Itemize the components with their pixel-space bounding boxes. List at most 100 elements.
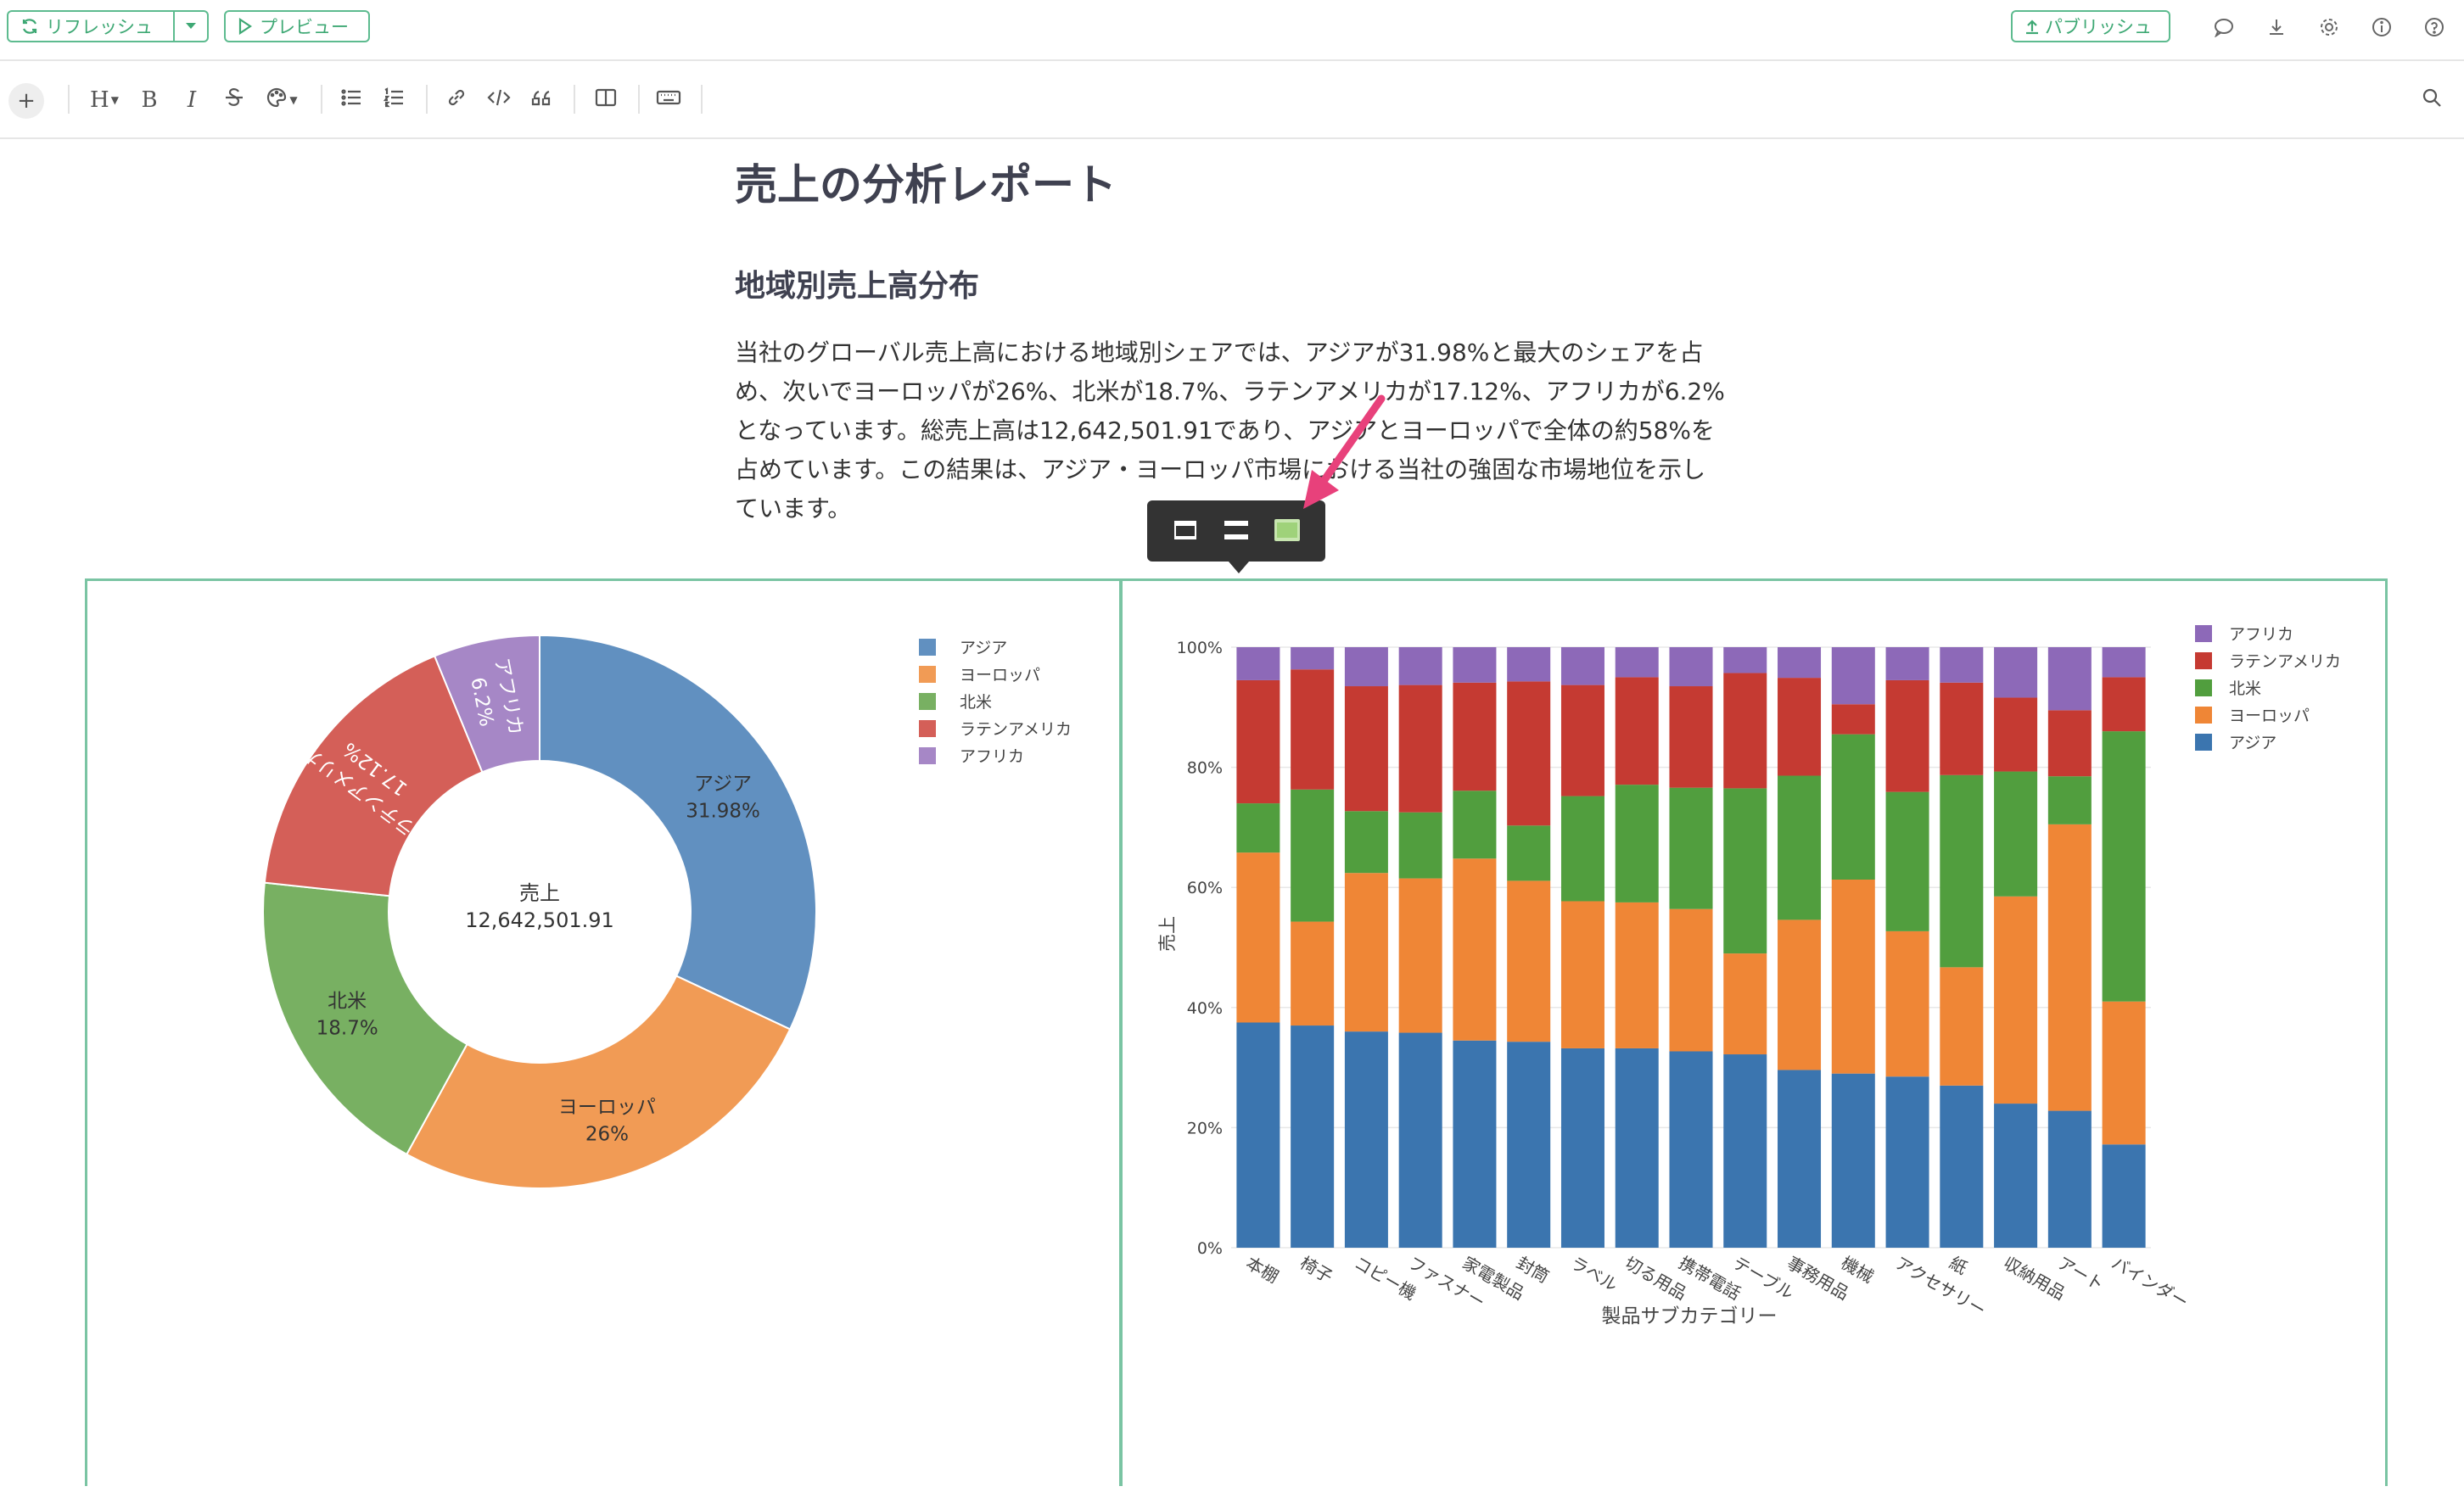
bold-button[interactable]: B — [136, 83, 163, 117]
bar-segment[interactable] — [1778, 647, 1822, 679]
download-icon[interactable] — [2262, 13, 2291, 42]
bar-segment[interactable] — [1453, 858, 1497, 1041]
bar-segment[interactable] — [1994, 771, 2038, 897]
bar-segment[interactable] — [1723, 647, 1767, 673]
bar-segment[interactable] — [1669, 1051, 1713, 1248]
bar-segment[interactable] — [1723, 788, 1767, 954]
bullet-list-button[interactable] — [336, 83, 367, 117]
bar-segment[interactable] — [1994, 896, 2038, 1104]
bar-segment[interactable] — [1940, 967, 1984, 1086]
bar-segment[interactable] — [1831, 1073, 1875, 1248]
pie-slice[interactable] — [263, 655, 484, 897]
bar-segment[interactable] — [1291, 921, 1335, 1026]
bar-segment[interactable] — [1615, 902, 1659, 1048]
bar-segment[interactable] — [1236, 679, 1280, 804]
bar-segment[interactable] — [1723, 673, 1767, 789]
bar-segment[interactable] — [2102, 1001, 2146, 1145]
bar-segment[interactable] — [1507, 681, 1551, 826]
table-button[interactable] — [589, 83, 623, 117]
refresh-dropdown-button[interactable] — [173, 10, 209, 42]
code-button[interactable] — [484, 83, 514, 117]
bar-segment[interactable] — [1831, 879, 1875, 1074]
bar-segment[interactable] — [1885, 791, 1929, 931]
bar-segment[interactable] — [1669, 787, 1713, 909]
info-icon[interactable] — [2367, 13, 2396, 42]
bar-segment[interactable] — [1560, 1048, 1604, 1248]
bar-segment[interactable] — [1560, 796, 1604, 902]
insert-block-button[interactable]: + — [8, 83, 44, 119]
bar-segment[interactable] — [1236, 1022, 1280, 1249]
bar-segment[interactable] — [2102, 1144, 2146, 1248]
bar-segment[interactable] — [1453, 647, 1497, 683]
bar-segment[interactable] — [1778, 1070, 1822, 1248]
bar-segment[interactable] — [2102, 677, 2146, 732]
bar-segment[interactable] — [1507, 647, 1551, 682]
bar-segment[interactable] — [1453, 1040, 1497, 1248]
bar-segment[interactable] — [1236, 852, 1280, 1023]
bar-segment[interactable] — [1615, 677, 1659, 785]
heading-button[interactable]: H ▼ — [85, 83, 124, 117]
bar-segment[interactable] — [1344, 1031, 1388, 1248]
bar-segment[interactable] — [1398, 812, 1442, 879]
bar-segment[interactable] — [1885, 930, 1929, 1077]
bar-segment[interactable] — [1940, 647, 1984, 683]
publish-button[interactable]: パブリッシュ — [2011, 10, 2170, 42]
bar-segment[interactable] — [1291, 669, 1335, 790]
strikethrough-button[interactable] — [219, 83, 249, 117]
search-button[interactable] — [2416, 83, 2447, 117]
gear-icon[interactable] — [2315, 13, 2344, 42]
bar-segment[interactable] — [1778, 678, 1822, 776]
bar-segment[interactable] — [1940, 774, 1984, 968]
preview-button[interactable]: プレビュー — [224, 10, 370, 42]
bar-segment[interactable] — [1560, 901, 1604, 1048]
bar-segment[interactable] — [1236, 647, 1280, 680]
bar-segment[interactable] — [2047, 1110, 2092, 1248]
bar-segment[interactable] — [1236, 803, 1280, 853]
bar-segment[interactable] — [1291, 1025, 1335, 1248]
bar-segment[interactable] — [1453, 682, 1497, 791]
italic-button[interactable]: I — [178, 83, 205, 117]
bar-segment[interactable] — [1398, 685, 1442, 813]
bar-segment[interactable] — [1885, 1076, 1929, 1248]
bar-segment[interactable] — [1994, 1104, 2038, 1248]
bar-segment[interactable] — [1398, 647, 1442, 685]
bar-segment[interactable] — [1615, 647, 1659, 678]
comment-icon[interactable] — [2209, 13, 2238, 42]
bar-segment[interactable] — [1940, 1085, 1984, 1248]
bar-segment[interactable] — [1344, 873, 1388, 1032]
bar-segment[interactable] — [1723, 1054, 1767, 1248]
bar-segment[interactable] — [1398, 878, 1442, 1033]
pie-slice[interactable] — [262, 881, 468, 1156]
bar-segment[interactable] — [1994, 647, 2038, 698]
bar-segment[interactable] — [1344, 811, 1388, 874]
layout-small-button[interactable] — [1171, 516, 1200, 545]
bar-segment[interactable] — [1940, 682, 1984, 775]
keyboard-button[interactable] — [652, 83, 686, 117]
bar-segment[interactable] — [1778, 919, 1822, 1070]
layout-medium-button[interactable] — [1222, 516, 1251, 545]
bar-segment[interactable] — [1344, 686, 1388, 812]
bar-segment[interactable] — [1831, 704, 1875, 735]
bar-segment[interactable] — [1507, 1042, 1551, 1248]
pie-slice[interactable] — [405, 975, 792, 1189]
bar-segment[interactable] — [1885, 647, 1929, 680]
bar-segment[interactable] — [1831, 734, 1875, 880]
bar-segment[interactable] — [1398, 1032, 1442, 1248]
bar-segment[interactable] — [1453, 791, 1497, 859]
bar-segment[interactable] — [1885, 679, 1929, 792]
bar-segment[interactable] — [1669, 647, 1713, 687]
bar-segment[interactable] — [1994, 697, 2038, 772]
bar-segment[interactable] — [1615, 1048, 1659, 1248]
color-palette-button[interactable]: ▼ — [261, 83, 302, 117]
pie-slice[interactable] — [539, 634, 817, 1031]
bar-segment[interactable] — [1831, 647, 1875, 705]
bar-segment[interactable] — [1344, 647, 1388, 687]
numbered-list-button[interactable] — [378, 83, 409, 117]
bar-segment[interactable] — [1669, 908, 1713, 1052]
bar-segment[interactable] — [1723, 953, 1767, 1055]
bar-segment[interactable] — [1669, 686, 1713, 788]
quote-button[interactable] — [526, 83, 557, 117]
bar-segment[interactable] — [1291, 647, 1335, 670]
bar-segment[interactable] — [1507, 880, 1551, 1042]
bar-segment[interactable] — [2047, 824, 2092, 1111]
